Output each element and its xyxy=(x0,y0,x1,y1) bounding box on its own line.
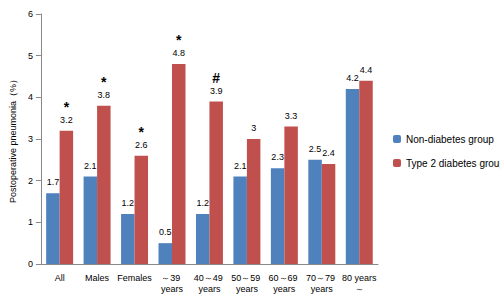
svg-text:Postoperative pneumonia（%）: Postoperative pneumonia（%） xyxy=(8,75,18,203)
svg-text:3.3: 3.3 xyxy=(285,111,298,121)
svg-text:All: All xyxy=(55,273,65,283)
svg-text:80 years: 80 years xyxy=(342,273,377,283)
svg-text:1.7: 1.7 xyxy=(47,177,60,187)
svg-text:2.1: 2.1 xyxy=(234,161,247,171)
svg-text:40～49: 40～49 xyxy=(194,273,226,283)
svg-text:*: * xyxy=(176,32,182,48)
svg-text:Females: Females xyxy=(117,273,152,283)
svg-text:60～69: 60～69 xyxy=(269,273,301,283)
svg-text:4.2: 4.2 xyxy=(346,73,359,83)
svg-text:*: * xyxy=(64,99,70,115)
svg-text:2.1: 2.1 xyxy=(84,161,97,171)
svg-text:years: years xyxy=(311,284,334,294)
svg-text:Males: Males xyxy=(85,273,110,283)
svg-text:years: years xyxy=(236,284,259,294)
svg-text:4.4: 4.4 xyxy=(360,65,373,75)
svg-text:3: 3 xyxy=(28,134,33,144)
svg-text:2: 2 xyxy=(28,176,33,186)
svg-text:～: ～ xyxy=(355,284,364,294)
svg-text:5: 5 xyxy=(28,51,33,61)
svg-text:years: years xyxy=(198,284,221,294)
svg-text:#: # xyxy=(212,70,220,86)
svg-text:1: 1 xyxy=(28,217,33,227)
svg-text:3.2: 3.2 xyxy=(60,115,73,125)
svg-text:2.5: 2.5 xyxy=(309,144,322,154)
svg-text:6: 6 xyxy=(28,9,33,19)
svg-text:3.8: 3.8 xyxy=(98,90,111,100)
svg-text:4: 4 xyxy=(28,92,33,102)
svg-text:2.3: 2.3 xyxy=(271,152,284,162)
svg-text:years: years xyxy=(161,284,184,294)
svg-text:50～59: 50～59 xyxy=(231,273,263,283)
svg-text:*: * xyxy=(139,124,145,140)
svg-text:0: 0 xyxy=(28,259,33,269)
svg-text:2.4: 2.4 xyxy=(322,148,335,158)
svg-text:*: * xyxy=(101,74,107,90)
svg-text:Non-diabetes group: Non-diabetes group xyxy=(406,134,494,145)
svg-text:3.9: 3.9 xyxy=(210,86,223,96)
svg-text:～39: ～39 xyxy=(161,273,183,283)
svg-text:3: 3 xyxy=(251,123,256,133)
svg-text:0.5: 0.5 xyxy=(159,227,172,237)
svg-text:4.8: 4.8 xyxy=(172,48,185,58)
svg-text:2.6: 2.6 xyxy=(135,140,148,150)
svg-text:1.2: 1.2 xyxy=(122,198,135,208)
svg-text:1.2: 1.2 xyxy=(196,198,209,208)
svg-text:70～79: 70～79 xyxy=(306,273,338,283)
svg-text:years: years xyxy=(273,284,296,294)
svg-text:Type 2 diabetes group: Type 2 diabetes group xyxy=(406,158,500,169)
